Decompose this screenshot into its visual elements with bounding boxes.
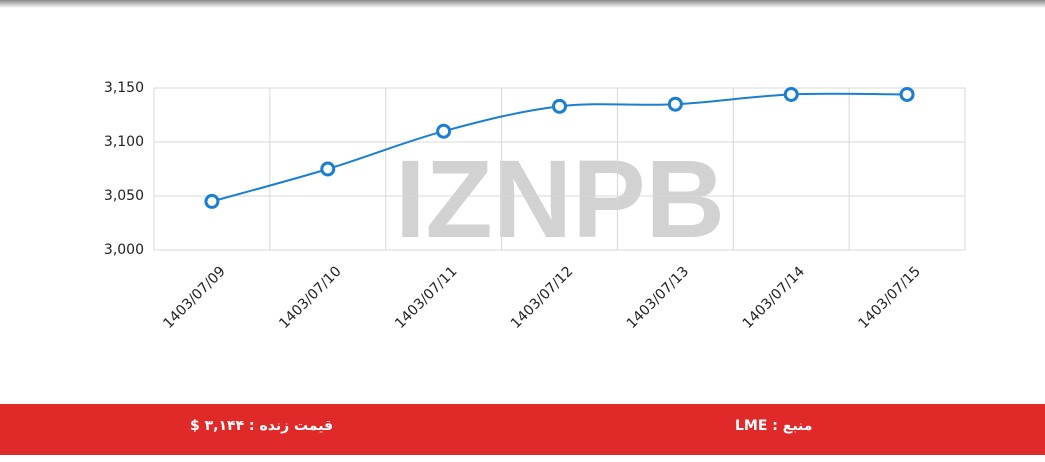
live-price: قیمت زنده : ۳,۱۴۴ $ [190,418,334,434]
watermark: IZNPB [395,138,725,261]
x-tick-label: 1403/07/10 [276,264,344,332]
x-tick-label: 1403/07/15 [856,264,924,332]
point [436,123,452,139]
source: منبع : LME [735,418,813,434]
point [204,193,220,209]
x-tick-label: 1403/07/13 [624,264,692,332]
point [783,86,799,102]
y-tick-label: 3,100 [104,134,144,150]
x-tick-label: 1403/07/14 [740,263,808,331]
point [899,86,915,102]
top-shadow [0,0,1045,8]
point [552,98,567,114]
x-tick-label: 1403/07/09 [160,264,228,332]
chart: IZNPB 3,000 3,050 3,100 3,150 1403/07/09 1403… [0,0,1045,332]
plot-border [153,87,966,251]
x-tick-label: 1403/07/11 [392,264,460,332]
y-tick-label: 3,050 [104,188,144,204]
x-tick-label: 1403/07/12 [508,264,576,332]
footer-bar: قیمت زنده : ۳,۱۴۴ $ منبع : LME [0,404,1045,455]
y-tick-label: 3,150 [104,80,144,96]
point [667,96,683,112]
point [320,161,336,177]
y-tick-label: 3,000 [104,242,144,258]
